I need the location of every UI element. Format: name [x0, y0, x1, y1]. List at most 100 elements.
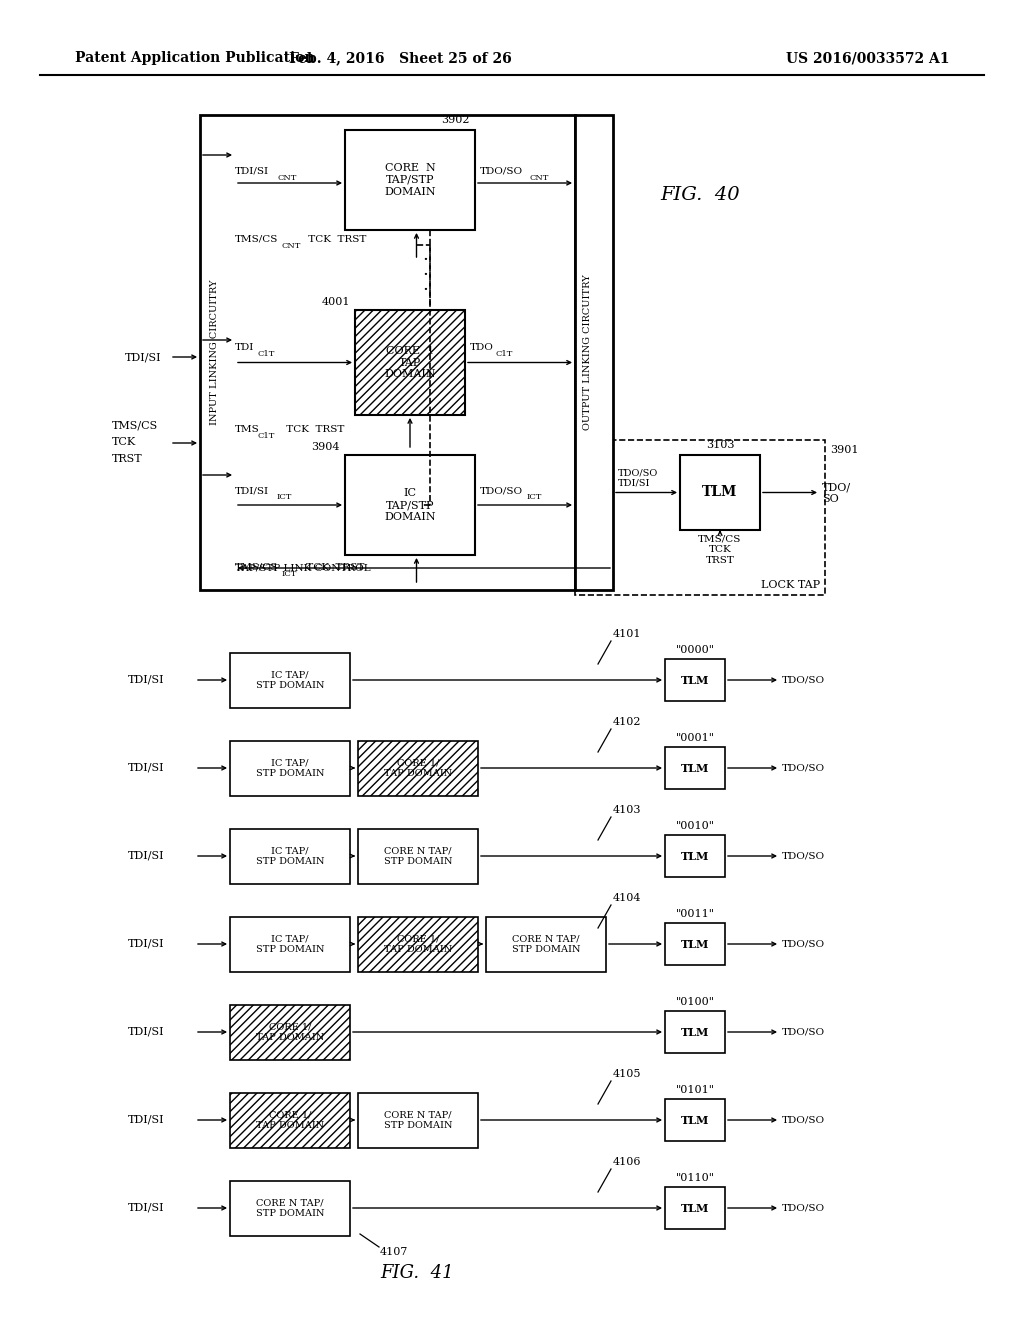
Bar	[345, 129, 475, 230]
Text: CORE N TAP/
STP DOMAIN: CORE N TAP/ STP DOMAIN	[384, 846, 453, 866]
Text: TMS/CS: TMS/CS	[234, 235, 279, 244]
Text: TDI/SI: TDI/SI	[128, 1203, 165, 1213]
Text: TDO/SO: TDO/SO	[782, 940, 825, 949]
Text: TDO: TDO	[470, 343, 494, 352]
Text: TCK  TRST: TCK TRST	[283, 425, 344, 434]
Text: TLM: TLM	[681, 939, 710, 949]
Text: TDO/SO: TDO/SO	[782, 851, 825, 861]
Text: FIG.  40: FIG. 40	[660, 186, 739, 205]
Text: TLM: TLM	[681, 675, 710, 685]
Text: TDO/SO: TDO/SO	[782, 676, 825, 685]
Text: "0010": "0010"	[676, 821, 715, 832]
Text: TCK  TRST: TCK TRST	[305, 235, 367, 244]
Text: TDI/SI: TDI/SI	[234, 486, 269, 495]
Text: LOCK TAP: LOCK TAP	[761, 579, 820, 590]
Text: TLM: TLM	[681, 850, 710, 862]
Bar	[665, 747, 725, 789]
Text: 3103: 3103	[706, 440, 734, 450]
Text: CORE 1/
TAP DOMAIN: CORE 1/ TAP DOMAIN	[384, 758, 453, 777]
Bar	[358, 916, 478, 972]
Bar	[680, 455, 760, 531]
Text: IC TAP/
STP DOMAIN: IC TAP/ STP DOMAIN	[256, 935, 325, 953]
Bar	[230, 1180, 350, 1236]
Text: IC TAP/
STP DOMAIN: IC TAP/ STP DOMAIN	[256, 671, 325, 689]
Text: TMS/CS: TMS/CS	[112, 420, 159, 430]
Text: 3902: 3902	[441, 115, 470, 125]
Text: US 2016/0033572 A1: US 2016/0033572 A1	[786, 51, 950, 65]
Bar	[230, 652, 350, 708]
Text: CORE  1
TAP
DOMAIN: CORE 1 TAP DOMAIN	[384, 346, 436, 379]
Text: "0100": "0100"	[676, 997, 715, 1007]
Text: Feb. 4, 2016   Sheet 25 of 26: Feb. 4, 2016 Sheet 25 of 26	[289, 51, 511, 65]
Text: CORE 1/
TAP DOMAIN: CORE 1/ TAP DOMAIN	[256, 1022, 325, 1041]
Text: TCK: TCK	[112, 437, 136, 447]
Text: TDO/SO: TDO/SO	[480, 486, 523, 495]
Bar	[665, 1011, 725, 1053]
Text: .: .	[422, 246, 428, 264]
Text: 3901: 3901	[830, 445, 858, 455]
Text: TDI/SI: TDI/SI	[128, 1115, 165, 1125]
Bar	[358, 829, 478, 883]
Text: TDO/SO
TDI/SI: TDO/SO TDI/SI	[618, 469, 658, 487]
Text: TDI/SI: TDI/SI	[128, 1027, 165, 1038]
Text: TLM: TLM	[681, 1114, 710, 1126]
Text: TMS: TMS	[234, 425, 260, 434]
Text: CORE N TAP/
STP DOMAIN: CORE N TAP/ STP DOMAIN	[256, 1199, 325, 1217]
Text: IC TAP/
STP DOMAIN: IC TAP/ STP DOMAIN	[256, 758, 325, 777]
Text: TDI/SI: TDI/SI	[128, 939, 165, 949]
Text: "0101": "0101"	[676, 1085, 715, 1096]
Text: 4105: 4105	[613, 1069, 641, 1078]
Text: "0000": "0000"	[676, 645, 715, 655]
Text: CORE N TAP/
STP DOMAIN: CORE N TAP/ STP DOMAIN	[384, 1110, 453, 1130]
Text: TAP/STP LINK CONTROL: TAP/STP LINK CONTROL	[234, 564, 371, 573]
Bar	[665, 923, 725, 965]
Text: TDO/SO: TDO/SO	[782, 1204, 825, 1213]
Text: .: .	[422, 276, 428, 294]
Text: TDI: TDI	[234, 343, 254, 352]
Text: CORE N TAP/
STP DOMAIN: CORE N TAP/ STP DOMAIN	[512, 935, 581, 953]
Text: "0110": "0110"	[676, 1173, 715, 1183]
Text: TDI/SI: TDI/SI	[234, 166, 269, 176]
Text: TDO/SO: TDO/SO	[480, 166, 523, 176]
Bar	[230, 916, 350, 972]
Text: Patent Application Publication: Patent Application Publication	[75, 51, 314, 65]
Text: TDI/SI: TDI/SI	[125, 352, 162, 362]
Text: OUTPUT LINKING CIRCUITRY: OUTPUT LINKING CIRCUITRY	[583, 275, 592, 430]
Text: CORE  N
TAP/STP
DOMAIN: CORE N TAP/STP DOMAIN	[384, 164, 436, 197]
Text: IC TAP/
STP DOMAIN: IC TAP/ STP DOMAIN	[256, 846, 325, 866]
Text: C1T: C1T	[496, 351, 513, 359]
Text: ICT: ICT	[282, 570, 297, 578]
Text: 4104: 4104	[613, 894, 641, 903]
Text: 3904: 3904	[311, 442, 340, 451]
Text: ICT: ICT	[278, 492, 293, 502]
Text: 4103: 4103	[613, 805, 641, 814]
Text: CNT: CNT	[282, 242, 301, 249]
Text: CNT: CNT	[530, 174, 549, 182]
Bar	[575, 115, 613, 590]
Bar	[230, 1093, 350, 1147]
Text: TDI/SI: TDI/SI	[128, 763, 165, 774]
Text: ICT: ICT	[527, 492, 543, 502]
Bar	[230, 741, 350, 796]
Text: TMS/CS: TMS/CS	[234, 564, 279, 572]
Text: INPUT LINKING CIRCUITRY: INPUT LINKING CIRCUITRY	[210, 280, 219, 425]
Bar	[200, 115, 575, 590]
Text: 4101: 4101	[613, 630, 641, 639]
Text: .: .	[422, 261, 428, 279]
Text: CNT: CNT	[278, 174, 296, 182]
Bar	[230, 829, 350, 883]
Text: C1T: C1T	[258, 351, 275, 359]
Text: TDI/SI: TDI/SI	[128, 851, 165, 861]
Text: TLM: TLM	[681, 1203, 710, 1213]
Text: 4102: 4102	[613, 717, 641, 727]
Text: CORE 1/
TAP DOMAIN: CORE 1/ TAP DOMAIN	[384, 935, 453, 953]
Bar	[486, 916, 606, 972]
Bar	[230, 1005, 350, 1060]
Text: TRST: TRST	[112, 454, 142, 465]
Text: CORE 1/
TAP DOMAIN: CORE 1/ TAP DOMAIN	[256, 1110, 325, 1130]
Text: C1T: C1T	[258, 432, 275, 440]
Text: "0001": "0001"	[676, 733, 715, 743]
Text: "0011": "0011"	[676, 909, 715, 919]
Bar	[665, 836, 725, 876]
Bar	[665, 1100, 725, 1140]
